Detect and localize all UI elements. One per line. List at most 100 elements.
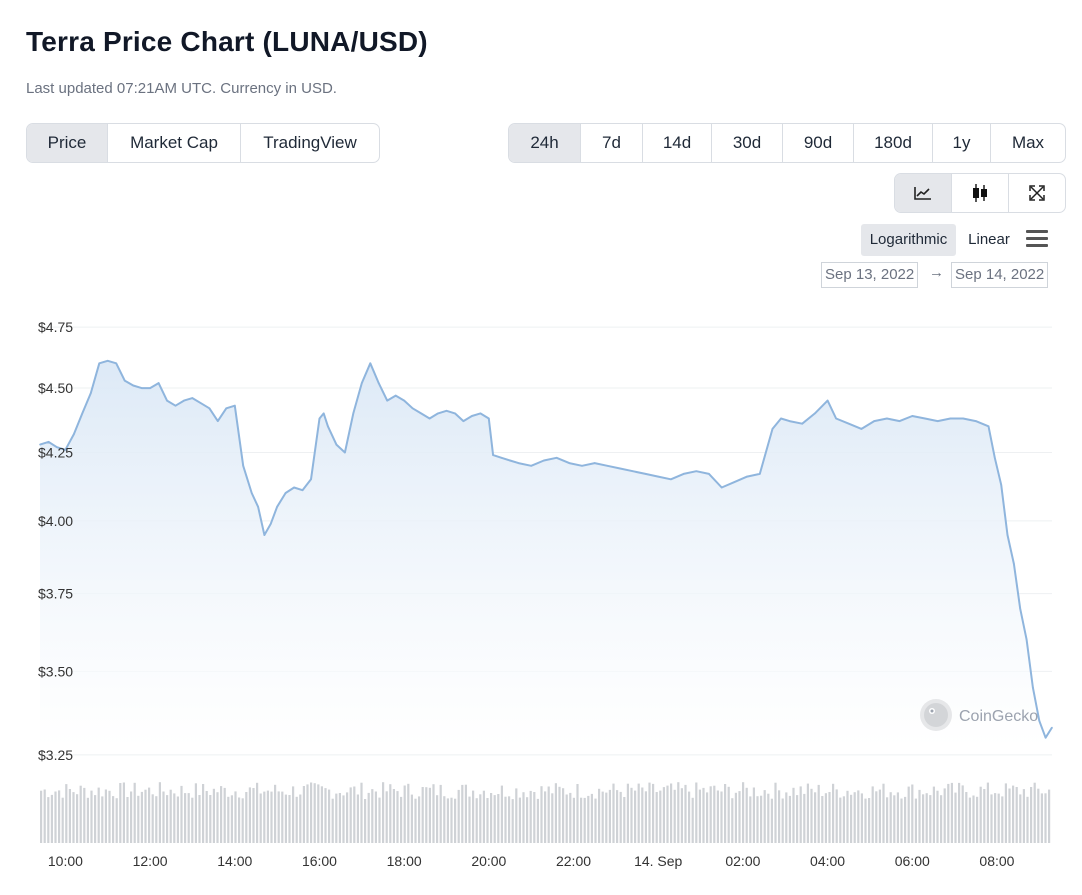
volume-bar [382, 782, 385, 843]
price-point [270, 522, 272, 525]
date-to-input[interactable]: Sep 14, 2022 [951, 262, 1049, 288]
volume-bar [482, 790, 485, 843]
range-tab-1y[interactable]: 1y [933, 124, 991, 162]
volume-bar [220, 786, 223, 843]
volume-bar [558, 786, 561, 843]
volume-bar [839, 797, 842, 843]
price-point [975, 420, 977, 422]
volume-bar [328, 789, 331, 843]
volume-bar [864, 798, 867, 843]
volume-bar [198, 795, 201, 843]
range-tab-30d[interactable]: 30d [712, 124, 783, 162]
price-point [257, 506, 259, 508]
price-point [543, 459, 545, 462]
tab-price[interactable]: Price [27, 124, 108, 162]
price-point [606, 465, 609, 467]
volume-bar [389, 784, 392, 843]
volume-bar [619, 791, 622, 843]
price-point [191, 397, 194, 399]
volume-bar [936, 790, 939, 843]
volume-bar [364, 799, 367, 843]
volume-bar [108, 790, 111, 843]
volume-bar [119, 783, 122, 843]
volume-bar [374, 791, 377, 843]
volume-bar [313, 783, 316, 843]
price-point [814, 412, 816, 415]
volume-bar [691, 797, 694, 843]
volume-bar [50, 794, 53, 843]
volume-bar [695, 782, 698, 843]
volume-bar [68, 789, 71, 843]
tab-market-cap[interactable]: Market Cap [108, 124, 241, 162]
line-chart-button[interactable] [895, 174, 952, 212]
price-point [318, 417, 321, 420]
range-tab-24h[interactable]: 24h [509, 124, 581, 162]
price-point [208, 407, 211, 410]
x-tick-label: 06:00 [895, 853, 930, 869]
volume-bar [644, 791, 647, 843]
price-point [1038, 720, 1041, 722]
volume-bar [929, 795, 932, 843]
range-tab-7d[interactable]: 7d [581, 124, 643, 162]
volume-bar [835, 789, 838, 843]
range-tab-14d[interactable]: 14d [643, 124, 712, 162]
volume-bar [799, 786, 802, 843]
price-point [593, 462, 596, 464]
range-tab-90d[interactable]: 90d [783, 124, 854, 162]
volume-bar [216, 792, 219, 843]
volume-bar [968, 797, 971, 843]
y-tick-label: $3.25 [38, 747, 73, 763]
volume-bar [994, 793, 997, 843]
price-point [123, 379, 126, 382]
tab-tradingview[interactable]: TradingView [263, 133, 357, 152]
volume-bar [457, 789, 460, 843]
price-point [234, 404, 236, 407]
volume-bar [515, 788, 518, 843]
volume-bar [526, 797, 529, 843]
volume-bar [659, 790, 662, 843]
volume-bar [655, 792, 658, 843]
volume-bar [518, 797, 521, 843]
price-point [394, 394, 397, 397]
volume-bar [302, 786, 305, 843]
volume-bar [1012, 785, 1015, 843]
volume-bar [281, 791, 284, 843]
volume-bar [1015, 787, 1018, 843]
range-tab-180d[interactable]: 180d [854, 124, 933, 162]
volume-bar [353, 786, 356, 843]
price-point [322, 412, 325, 415]
price-point [344, 451, 346, 454]
price-point [488, 417, 490, 420]
volume-bar [763, 790, 766, 843]
logarithmic-toggle[interactable]: Logarithmic [861, 224, 956, 256]
price-point [157, 382, 160, 384]
volume-bar [403, 785, 406, 843]
price-point [115, 362, 117, 365]
volume-bar [598, 788, 601, 843]
volume-bar [713, 785, 716, 843]
price-point [462, 420, 465, 422]
candlestick-button[interactable] [952, 174, 1009, 212]
price-point [581, 465, 583, 467]
x-tick-label: 20:00 [471, 853, 506, 869]
volume-bar [461, 784, 464, 843]
range-tab-max[interactable]: Max [1011, 133, 1045, 152]
volume-bar [500, 785, 503, 843]
volume-bar [580, 797, 583, 843]
date-from-input[interactable]: Sep 13, 2022 [821, 262, 919, 288]
fullscreen-button[interactable] [1009, 174, 1065, 212]
price-point [301, 489, 304, 492]
page-title: Terra Price Chart (LUNA/USD) [26, 26, 428, 57]
menu-icon[interactable] [1026, 230, 1048, 248]
price-point [949, 417, 952, 420]
x-tick-label: 14. Sep [634, 853, 682, 869]
price-point [183, 399, 185, 402]
volume-bar [922, 794, 925, 843]
volume-bar [976, 796, 979, 843]
price-point [886, 417, 888, 420]
volume-bar [72, 792, 75, 843]
volume-bar [511, 799, 514, 843]
volume-bar [324, 788, 327, 843]
linear-toggle[interactable]: Linear [968, 231, 1010, 248]
volume-bar [371, 789, 374, 843]
